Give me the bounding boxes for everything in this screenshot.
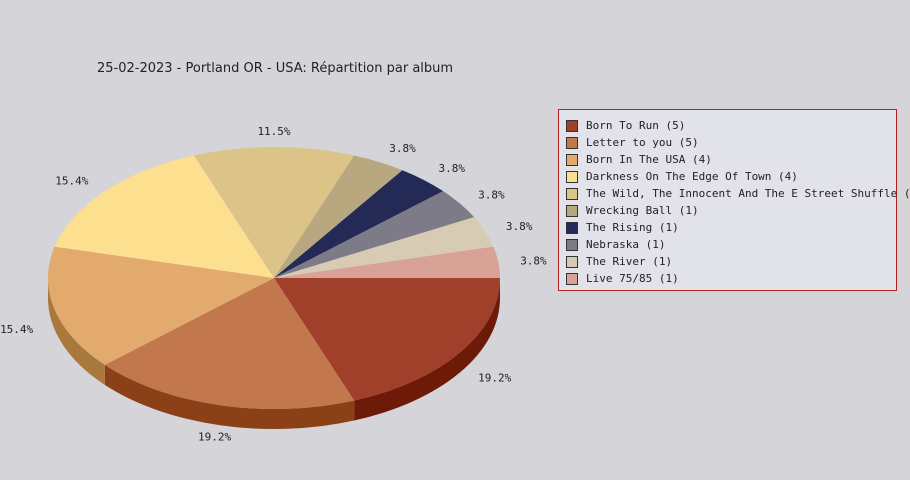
legend-swatch: [566, 238, 578, 251]
legend-swatch: [566, 136, 578, 149]
legend: Born To Run (5) Letter to you (5) Born In …: [558, 109, 910, 291]
pie-slice-2: [104, 278, 355, 409]
legend-swatch: [566, 170, 578, 183]
legend-label: Darkness On The Edge Of Town (4): [586, 170, 798, 183]
legend-swatch: [566, 119, 578, 132]
pie-label-3: 15.4%: [0, 323, 33, 336]
legend-item: Born In The USA (4): [566, 151, 896, 168]
legend-label: Wrecking Ball (1): [586, 204, 699, 217]
pie-label-10: 3.8%: [520, 254, 547, 267]
pie-label-1: 19.2%: [478, 372, 511, 385]
legend-item: The Rising (1): [566, 219, 896, 236]
legend-label: The River (1): [586, 255, 673, 268]
legend-item: Born To Run (5): [566, 117, 896, 134]
pie-label-4: 15.4%: [55, 175, 88, 188]
legend-label: Letter to you (5): [586, 136, 699, 149]
pie-slice-9: [274, 217, 494, 278]
pie-label-2: 19.2%: [198, 431, 231, 444]
legend-item: Live 75/85 (1): [566, 270, 896, 287]
pie-slice-6: [274, 155, 403, 278]
legend-label: Born In The USA (4): [586, 153, 712, 166]
pie-slice-7: [274, 170, 444, 278]
legend-label: Live 75/85 (1): [586, 272, 679, 285]
pie-side-2: [104, 364, 355, 430]
legend-swatch: [566, 221, 578, 234]
pie-slice-5: [193, 147, 355, 278]
legend-label: Nebraska (1): [586, 238, 666, 251]
pie-slice-4: [54, 155, 274, 278]
pie-label-8: 3.8%: [478, 189, 505, 202]
legend-item: Letter to you (5): [566, 134, 896, 151]
legend-item: Darkness On The Edge Of Town (4): [566, 168, 896, 185]
legend-swatch: [566, 153, 578, 166]
pie-label-9: 3.8%: [506, 220, 533, 233]
pie-label-5: 11.5%: [257, 125, 290, 138]
legend-item: Nebraska (1): [566, 236, 896, 253]
legend-swatch: [566, 187, 578, 200]
chart-title: 25-02-2023 - Portland OR - USA: Répartit…: [97, 61, 454, 76]
pie-side-1: [354, 278, 500, 421]
legend-swatch: [566, 204, 578, 217]
pie-slice-8: [274, 191, 475, 278]
pie-label-6: 3.8%: [389, 142, 416, 155]
pie-slice-3: [47, 246, 274, 365]
legend-label: Born To Run (5): [586, 119, 686, 132]
legend-label: The Rising (1): [586, 221, 679, 234]
pie-slice-1: [274, 278, 500, 401]
pie-slice-10: [274, 246, 500, 278]
legend-swatch: [566, 255, 578, 268]
pie-side-3: [48, 278, 105, 385]
pie-slices: [47, 147, 500, 409]
legend-item: The Wild, The Innocent And The E Street …: [566, 185, 910, 202]
legend-swatch: [566, 272, 578, 285]
pie-label-7: 3.8%: [439, 162, 466, 175]
pie-sides: [48, 278, 500, 430]
legend-label: The Wild, The Innocent And The E Street …: [586, 187, 910, 200]
legend-item: The River (1): [566, 253, 896, 270]
pie-labels: 19.2% 19.2% 15.4% 15.4% 11.5% 3.8% 3.8% 3.8% 3.8…: [0, 125, 547, 444]
legend-item: Wrecking Ball (1): [566, 202, 896, 219]
